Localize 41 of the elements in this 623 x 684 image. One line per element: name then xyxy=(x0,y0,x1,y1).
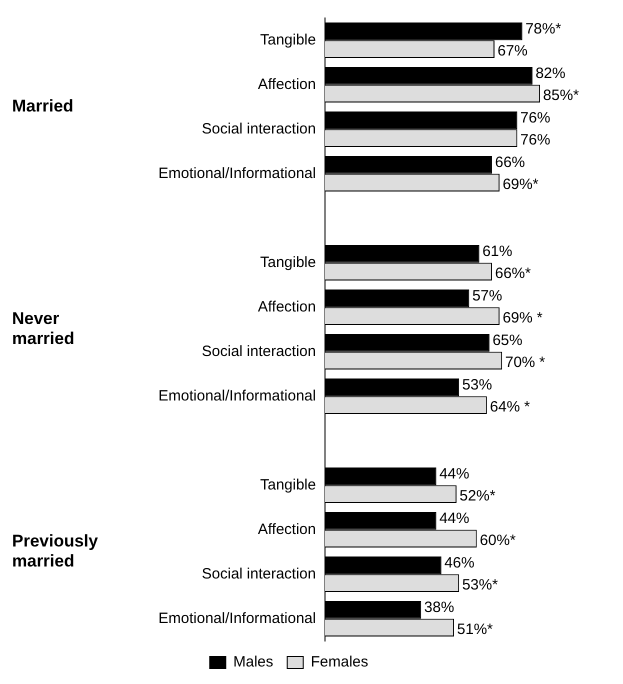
y-tick-label: Affection xyxy=(258,520,316,538)
y-tick-label: Affection xyxy=(258,298,316,316)
y-tick-label: Social interaction xyxy=(202,342,316,360)
data-label: 67% xyxy=(498,42,528,60)
y-tick-label: Social interaction xyxy=(202,120,316,138)
data-label: 38% xyxy=(424,598,454,616)
text: Married xyxy=(12,96,74,116)
data-label: 85%* xyxy=(543,86,580,104)
text: Never married xyxy=(12,309,74,348)
data-label: 66%* xyxy=(494,264,531,282)
y-tick-label: Tangible xyxy=(260,31,316,48)
data-label: 57% xyxy=(472,287,502,304)
data-label: 69% * xyxy=(502,309,543,326)
data-label: 51%* xyxy=(457,620,494,638)
data-label: 82% xyxy=(535,64,566,82)
legend-label: Females xyxy=(310,654,368,671)
y-tick-label: Affection xyxy=(258,76,316,93)
legend-label: Males xyxy=(233,654,274,671)
data-label: 53%* xyxy=(462,576,498,594)
data-label: 60%* xyxy=(480,532,516,549)
y-tick-label: Emotional/Informational xyxy=(158,387,316,404)
data-label: 64% * xyxy=(490,398,530,416)
data-label: 46% xyxy=(444,554,474,572)
y-tick-label: Social interaction xyxy=(202,565,316,582)
y-tick-label: Emotional/Informational xyxy=(158,610,316,627)
data-label: 69%* xyxy=(502,176,539,193)
y-tick-label: Tangible xyxy=(260,476,316,494)
data-label: 78%* xyxy=(525,20,562,38)
data-label: 61% xyxy=(482,242,512,260)
data-label: 44% xyxy=(439,465,470,482)
data-label: 76% xyxy=(520,131,550,148)
data-label: 76% xyxy=(520,109,550,126)
y-tick-label: Emotional/Informational xyxy=(158,164,316,182)
data-label: 44% xyxy=(439,510,470,527)
data-label: 52%* xyxy=(460,487,496,504)
text: Previously married xyxy=(12,532,99,571)
data-label: 70% * xyxy=(505,354,546,371)
y-tick-label: Tangible xyxy=(260,254,316,271)
data-label: 66% xyxy=(494,154,526,171)
data-label: 65% xyxy=(492,332,522,349)
data-label: 53% xyxy=(462,376,492,394)
